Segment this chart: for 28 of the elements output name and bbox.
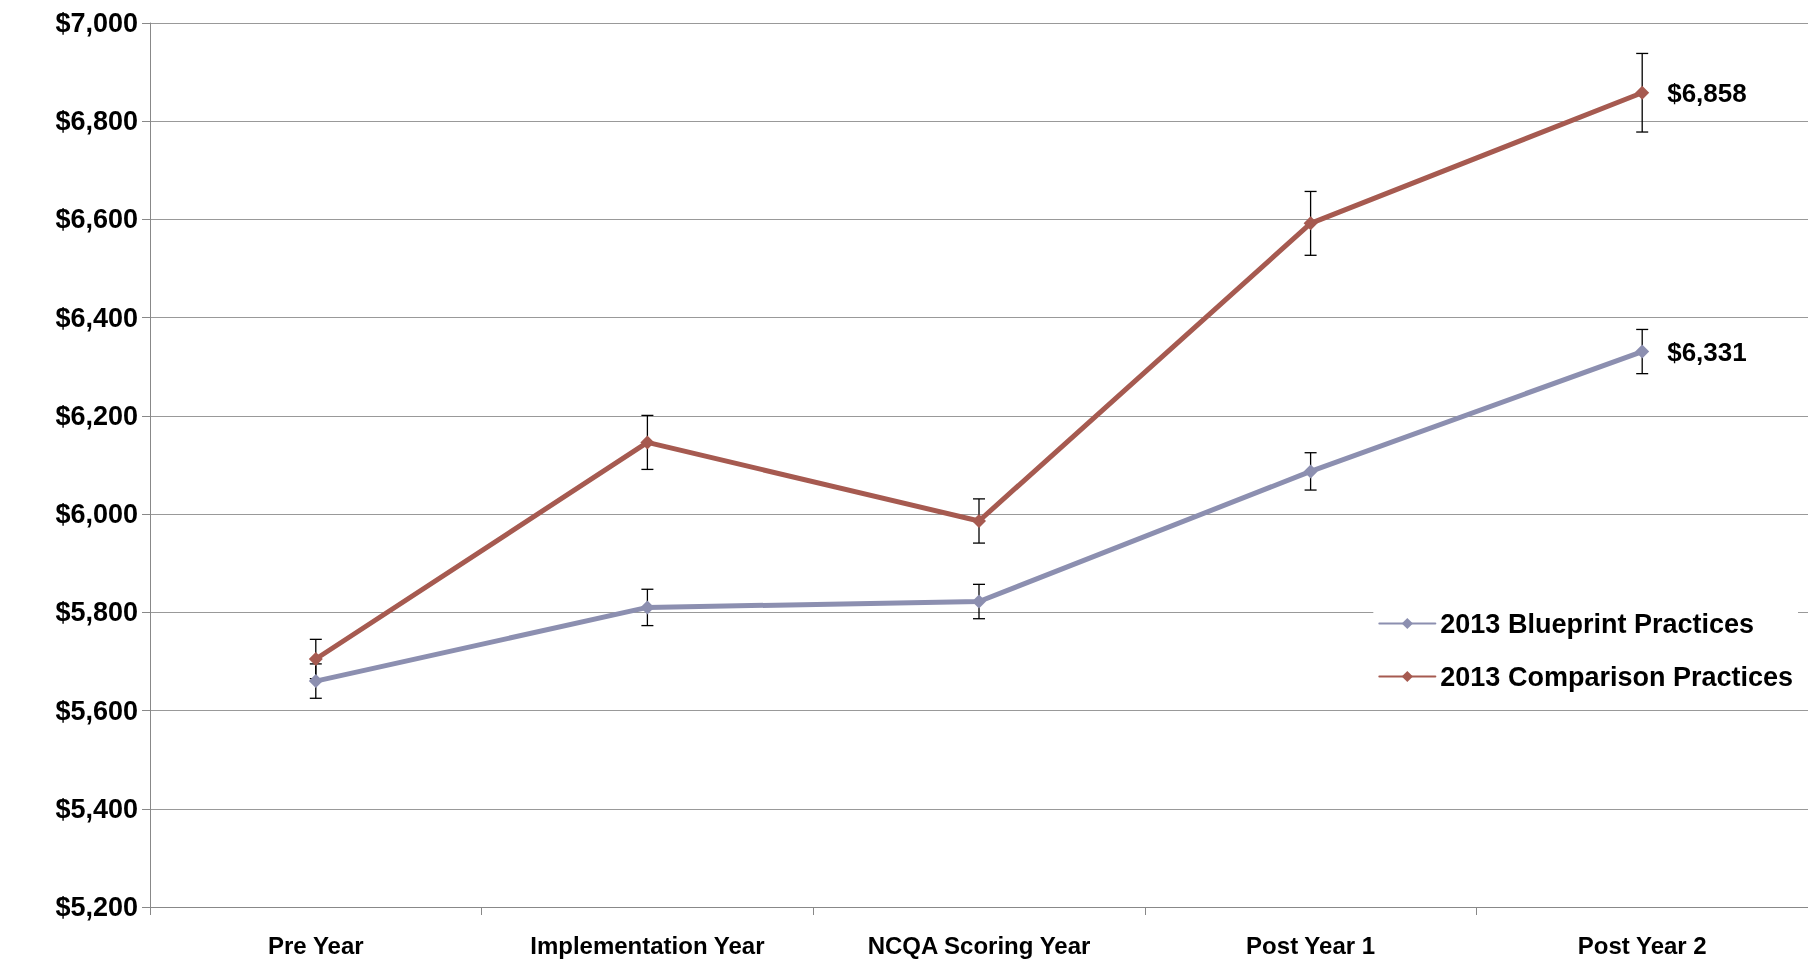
- y-tick-label: $5,600: [55, 695, 138, 726]
- x-tick-label: Post Year 1: [1246, 931, 1376, 959]
- y-tick-label: $6,800: [55, 106, 138, 137]
- legend-label: 2013 Comparison Practices: [1440, 661, 1794, 692]
- legend-label: 2013 Blueprint Practices: [1440, 608, 1754, 639]
- y-tick-label: $6,000: [55, 499, 138, 530]
- x-tick-label: Post Year 2: [1577, 931, 1707, 959]
- point: [1635, 85, 1650, 100]
- data-label: $6,858: [1667, 77, 1747, 108]
- point: [1635, 344, 1650, 359]
- y-tick-label: $5,200: [55, 892, 138, 922]
- point: [640, 435, 655, 450]
- x-tick-label: Implementation Year: [530, 931, 765, 959]
- point: [308, 651, 323, 666]
- y-tick-label: $6,400: [55, 302, 138, 333]
- y-tick-label: $5,400: [55, 793, 138, 824]
- x-tick-label: Pre Year: [267, 931, 364, 959]
- x-tick-label: NCQA Scoring Year: [867, 931, 1091, 959]
- data-label: $6,331: [1667, 336, 1747, 367]
- y-tick-label: $7,000: [55, 8, 138, 38]
- point: [1303, 216, 1318, 231]
- point: [972, 594, 986, 609]
- point: [972, 513, 986, 528]
- y-tick-label: $6,600: [55, 204, 138, 235]
- y-tick-label: $5,800: [55, 597, 138, 628]
- point: [308, 674, 323, 689]
- y-tick-label: $6,200: [55, 400, 138, 431]
- point: [1303, 464, 1318, 479]
